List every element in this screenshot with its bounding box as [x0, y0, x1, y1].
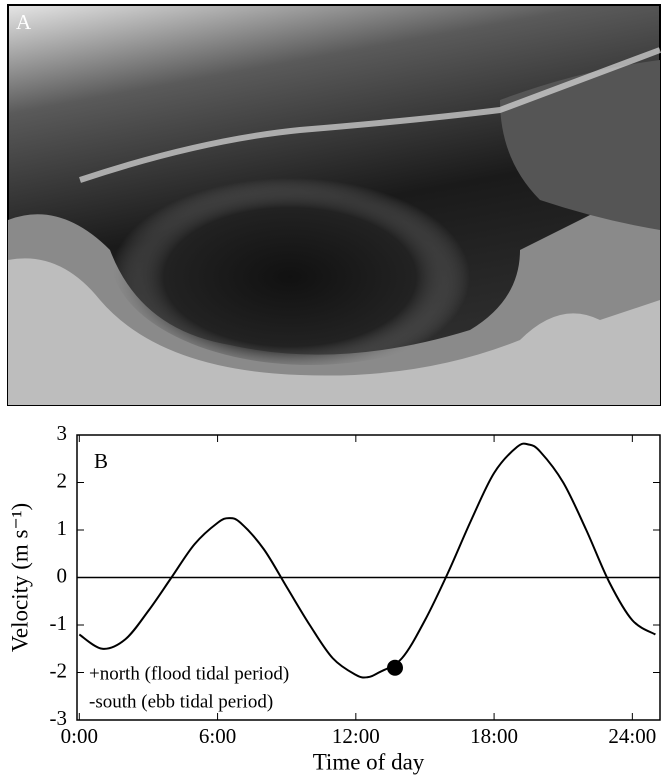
velocity-line	[78, 442, 656, 679]
x-axis-title: Time of day	[313, 749, 425, 774]
y-tick-label: -2	[50, 658, 68, 682]
x-tick-label: 0:00	[61, 724, 98, 748]
photo-panel: A	[7, 4, 662, 406]
highlight-point	[387, 659, 403, 676]
x-tick-label: 6:00	[199, 724, 236, 748]
chart: -3 -2 -1 0 1 2 3 0:00 6:00 12:00 18:00 24:00 Time of…	[7, 421, 661, 774]
panel-label: A	[16, 10, 32, 34]
y-axis-title: Velocity (m s⁻¹)	[7, 503, 32, 652]
y-tick-label: 3	[57, 421, 68, 445]
y-tick-label: 1	[57, 516, 68, 540]
y-tick-label: 2	[57, 468, 68, 492]
annotation: +north (flood tidal period)	[89, 663, 289, 684]
panel-label: B	[94, 449, 108, 473]
annotation: -south (ebb tidal period)	[89, 691, 273, 712]
x-tick-label: 12:00	[332, 724, 380, 748]
y-tick-label: 0	[57, 563, 68, 587]
y-tick-label: -3	[50, 706, 68, 730]
x-tick-label: 24:00	[608, 724, 656, 748]
y-tick-label: -1	[50, 611, 68, 635]
x-tick-label: 18:00	[470, 724, 518, 748]
